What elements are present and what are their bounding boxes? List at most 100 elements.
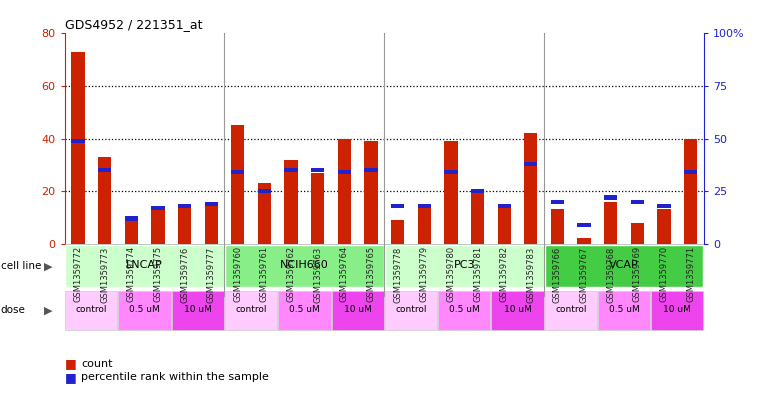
Bar bbox=[471, 189, 484, 193]
Bar bbox=[578, 239, 591, 244]
Text: GSM1359772: GSM1359772 bbox=[74, 246, 82, 303]
Bar bbox=[418, 204, 431, 208]
Text: GDS4952 / 221351_at: GDS4952 / 221351_at bbox=[65, 18, 202, 31]
Bar bbox=[98, 157, 111, 244]
Bar bbox=[365, 168, 377, 172]
Text: 0.5 uM: 0.5 uM bbox=[289, 305, 320, 314]
Text: control: control bbox=[555, 305, 587, 314]
Text: VCAP: VCAP bbox=[609, 260, 639, 270]
Bar bbox=[391, 204, 404, 208]
Bar bbox=[72, 138, 84, 143]
Bar bbox=[551, 200, 564, 204]
Text: GSM1359779: GSM1359779 bbox=[420, 246, 428, 303]
Bar bbox=[684, 138, 697, 244]
Bar bbox=[578, 222, 591, 227]
Bar bbox=[172, 290, 224, 331]
Bar bbox=[385, 246, 543, 287]
Bar bbox=[311, 168, 324, 172]
Text: GSM1359763: GSM1359763 bbox=[314, 246, 322, 303]
Bar bbox=[658, 209, 670, 244]
Bar bbox=[545, 246, 703, 287]
Text: GSM1359768: GSM1359768 bbox=[607, 246, 615, 303]
Text: 10 uM: 10 uM bbox=[184, 305, 212, 314]
Text: 10 uM: 10 uM bbox=[344, 305, 371, 314]
Text: control: control bbox=[395, 305, 427, 314]
Text: GSM1359775: GSM1359775 bbox=[154, 246, 162, 303]
Bar bbox=[438, 290, 490, 331]
Text: GSM1359771: GSM1359771 bbox=[686, 246, 695, 303]
Bar bbox=[498, 204, 511, 244]
Bar bbox=[604, 195, 617, 200]
Text: ▶: ▶ bbox=[43, 305, 53, 316]
Text: GSM1359781: GSM1359781 bbox=[473, 246, 482, 303]
Text: GSM1359760: GSM1359760 bbox=[234, 246, 242, 303]
Text: PC3: PC3 bbox=[454, 260, 475, 270]
Bar bbox=[332, 290, 384, 331]
Text: ■: ■ bbox=[65, 371, 76, 384]
Bar bbox=[651, 290, 703, 331]
Text: 0.5 uM: 0.5 uM bbox=[449, 305, 479, 314]
Bar bbox=[119, 290, 170, 331]
Bar bbox=[311, 173, 324, 244]
Text: 10 uM: 10 uM bbox=[504, 305, 531, 314]
Bar bbox=[285, 160, 298, 244]
Bar bbox=[658, 204, 670, 208]
Bar bbox=[598, 290, 650, 331]
Text: GSM1359783: GSM1359783 bbox=[527, 246, 535, 303]
Bar bbox=[338, 170, 351, 174]
Bar bbox=[492, 290, 543, 331]
Text: GSM1359762: GSM1359762 bbox=[287, 246, 295, 303]
Bar bbox=[524, 133, 537, 244]
Text: GSM1359782: GSM1359782 bbox=[500, 246, 508, 303]
Bar bbox=[498, 204, 511, 208]
Bar bbox=[524, 162, 537, 166]
Bar bbox=[385, 290, 437, 331]
Bar bbox=[391, 220, 404, 244]
Bar bbox=[205, 202, 218, 206]
Bar bbox=[418, 207, 431, 244]
Text: ▶: ▶ bbox=[43, 261, 53, 271]
Bar bbox=[684, 170, 697, 174]
Bar bbox=[444, 170, 457, 174]
Bar bbox=[65, 290, 117, 331]
Text: 0.5 uM: 0.5 uM bbox=[609, 305, 639, 314]
Text: NCIH660: NCIH660 bbox=[280, 260, 329, 270]
Text: GSM1359769: GSM1359769 bbox=[633, 246, 642, 303]
Text: GSM1359765: GSM1359765 bbox=[367, 246, 375, 303]
Text: dose: dose bbox=[1, 305, 26, 316]
Text: GSM1359778: GSM1359778 bbox=[393, 246, 402, 303]
Bar bbox=[151, 209, 164, 244]
Bar bbox=[231, 170, 244, 174]
Bar bbox=[444, 141, 457, 244]
Bar bbox=[125, 216, 138, 220]
Text: 0.5 uM: 0.5 uM bbox=[129, 305, 160, 314]
Text: GSM1359761: GSM1359761 bbox=[260, 246, 269, 303]
Text: GSM1359773: GSM1359773 bbox=[100, 246, 109, 303]
Text: GSM1359780: GSM1359780 bbox=[447, 246, 455, 303]
Text: cell line: cell line bbox=[1, 261, 41, 271]
Bar bbox=[178, 204, 191, 208]
Text: GSM1359770: GSM1359770 bbox=[660, 246, 668, 303]
Bar bbox=[65, 246, 224, 287]
Bar bbox=[604, 202, 617, 244]
Text: count: count bbox=[81, 358, 113, 369]
Bar bbox=[365, 141, 377, 244]
Bar bbox=[98, 168, 111, 172]
Bar bbox=[178, 207, 191, 244]
Text: GSM1359767: GSM1359767 bbox=[580, 246, 588, 303]
Bar bbox=[225, 290, 277, 331]
Text: ■: ■ bbox=[65, 357, 76, 370]
Text: LNCAP: LNCAP bbox=[126, 260, 163, 270]
Bar bbox=[205, 204, 218, 244]
Bar bbox=[471, 191, 484, 244]
Text: GSM1359764: GSM1359764 bbox=[340, 246, 349, 303]
Bar bbox=[551, 209, 564, 244]
Text: GSM1359766: GSM1359766 bbox=[553, 246, 562, 303]
Text: GSM1359777: GSM1359777 bbox=[207, 246, 215, 303]
Bar bbox=[545, 290, 597, 331]
Bar bbox=[631, 222, 644, 244]
Bar bbox=[225, 246, 384, 287]
Bar bbox=[125, 217, 138, 244]
Bar bbox=[285, 168, 298, 172]
Bar bbox=[338, 138, 351, 244]
